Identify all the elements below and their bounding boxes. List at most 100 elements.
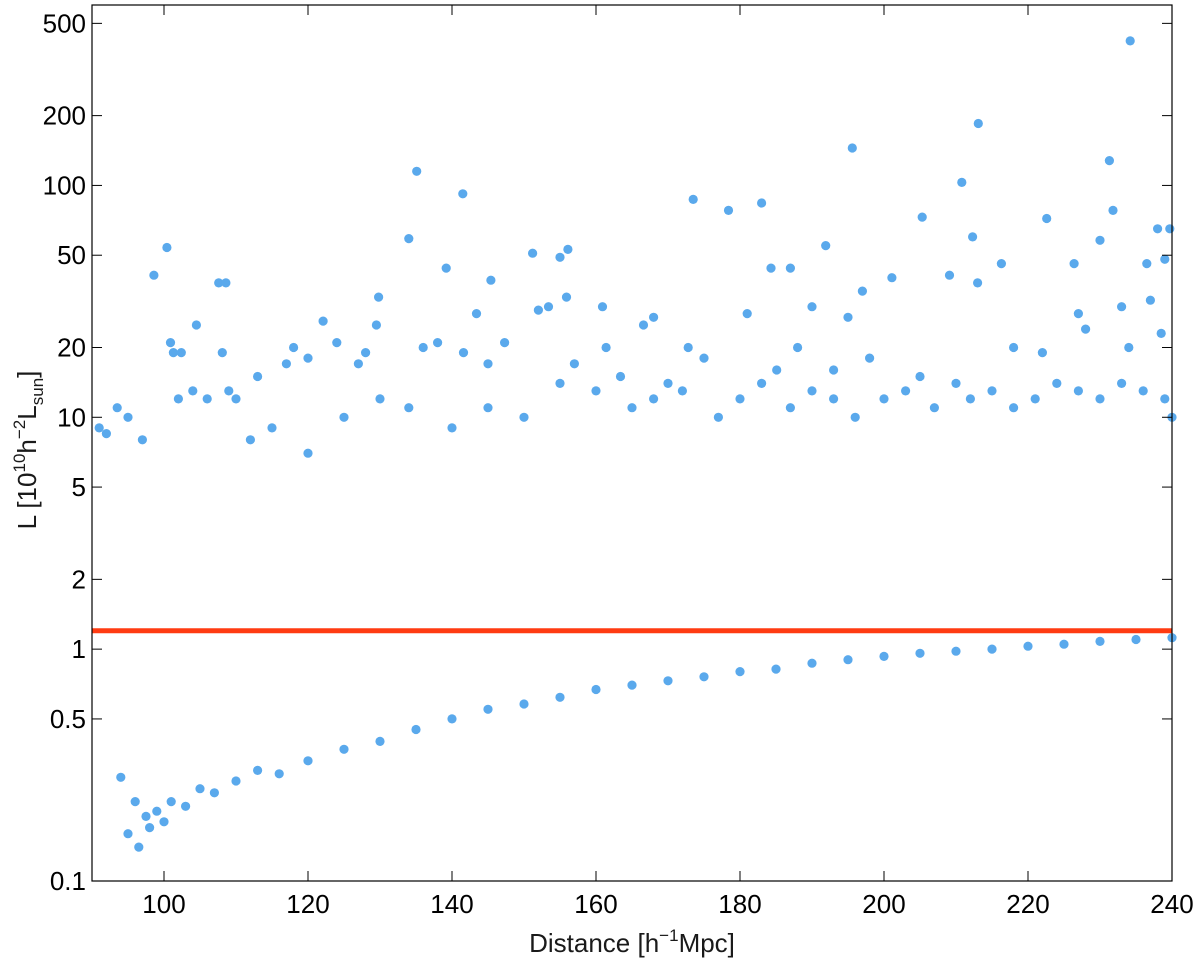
- data-point: [901, 386, 911, 396]
- data-point: [173, 394, 183, 404]
- data-point: [274, 769, 284, 779]
- data-point: [843, 312, 853, 322]
- data-point: [458, 189, 468, 199]
- data-point: [202, 394, 212, 404]
- data-point: [159, 817, 169, 827]
- data-point: [879, 394, 889, 404]
- data-point: [152, 806, 162, 816]
- data-point: [793, 342, 803, 353]
- data-point: [957, 177, 967, 187]
- data-point: [528, 248, 538, 258]
- data-point: [663, 676, 673, 686]
- x-axis: 100 120 140 160 180 200 220 240: [142, 5, 1194, 919]
- data-point: [591, 386, 601, 396]
- y-tick-label: 0.5: [50, 704, 86, 734]
- data-point: [627, 403, 637, 413]
- y-axis-title: L [1010h−2Lsun]: [10, 371, 47, 530]
- data-point: [339, 412, 349, 422]
- data-point: [973, 278, 983, 288]
- data-point: [361, 348, 371, 358]
- data-point: [766, 263, 776, 273]
- data-point: [1073, 309, 1083, 319]
- data-point: [483, 359, 493, 369]
- data-point: [433, 338, 443, 348]
- data-point: [123, 412, 133, 422]
- data-point: [1138, 386, 1148, 396]
- data-point: [807, 302, 817, 312]
- data-point: [688, 194, 698, 204]
- data-point: [996, 259, 1007, 269]
- data-point: [332, 338, 342, 348]
- data-point: [411, 724, 421, 735]
- data-point: [735, 394, 745, 404]
- plot-frame: [91, 4, 1173, 882]
- x-tick-label: 160: [574, 889, 617, 919]
- data-point: [441, 263, 451, 273]
- data-point: [447, 714, 457, 724]
- x-tick-label: 140: [430, 889, 473, 919]
- data-point: [649, 394, 659, 404]
- data-point: [973, 118, 983, 129]
- data-point: [165, 338, 176, 348]
- data-point: [303, 756, 313, 766]
- data-point: [1108, 205, 1118, 215]
- data-point: [1095, 636, 1105, 647]
- data-point: [318, 316, 328, 326]
- data-point: [683, 342, 693, 353]
- data-point: [447, 423, 457, 433]
- y-tick-label: 20: [57, 332, 86, 362]
- data-point: [500, 338, 510, 348]
- data-point: [168, 348, 178, 358]
- data-point: [555, 378, 565, 388]
- data-point: [471, 309, 482, 319]
- data-point: [404, 403, 414, 413]
- data-point: [1023, 641, 1033, 651]
- data-point: [742, 309, 752, 319]
- data-point: [1095, 235, 1105, 245]
- data-point: [533, 305, 544, 315]
- data-point: [141, 811, 151, 822]
- data-point: [101, 429, 111, 439]
- data-point: [195, 784, 205, 794]
- data-point: [865, 353, 875, 363]
- data-point: [1117, 378, 1127, 388]
- data-point: [1125, 36, 1135, 46]
- data-point: [1145, 295, 1155, 305]
- data-point: [112, 403, 122, 413]
- data-point: [879, 651, 889, 662]
- data-point: [245, 435, 255, 445]
- data-point: [166, 797, 176, 807]
- data-point: [951, 378, 961, 388]
- data-point: [1095, 394, 1105, 404]
- data-point: [649, 312, 659, 322]
- data-point: [857, 286, 868, 296]
- data-point: [1081, 324, 1091, 334]
- data-point: [555, 692, 565, 702]
- data-point: [486, 275, 496, 285]
- y-tick-label: 100: [43, 170, 86, 200]
- data-point: [188, 386, 198, 396]
- data-point: [785, 263, 796, 273]
- x-tick-label: 240: [1150, 889, 1193, 919]
- data-point: [723, 205, 734, 215]
- data-point: [303, 448, 313, 458]
- data-point: [563, 244, 573, 254]
- data-point: [757, 378, 767, 388]
- data-point: [1009, 342, 1019, 353]
- data-point: [843, 655, 853, 665]
- data-point: [123, 829, 133, 839]
- data-point: [181, 801, 191, 811]
- data-point: [1042, 213, 1052, 224]
- data-point: [519, 412, 529, 422]
- data-point: [917, 212, 927, 222]
- data-point: [130, 797, 140, 807]
- data-point: [1009, 403, 1019, 413]
- data-point: [134, 842, 144, 852]
- data-point: [253, 765, 263, 776]
- x-axis-title: Distance [h−1Mpc]: [529, 926, 735, 958]
- data-point: [375, 736, 385, 747]
- data-point: [281, 359, 291, 369]
- data-point: [771, 664, 781, 674]
- data-point: [145, 823, 155, 833]
- data-point: [601, 342, 611, 353]
